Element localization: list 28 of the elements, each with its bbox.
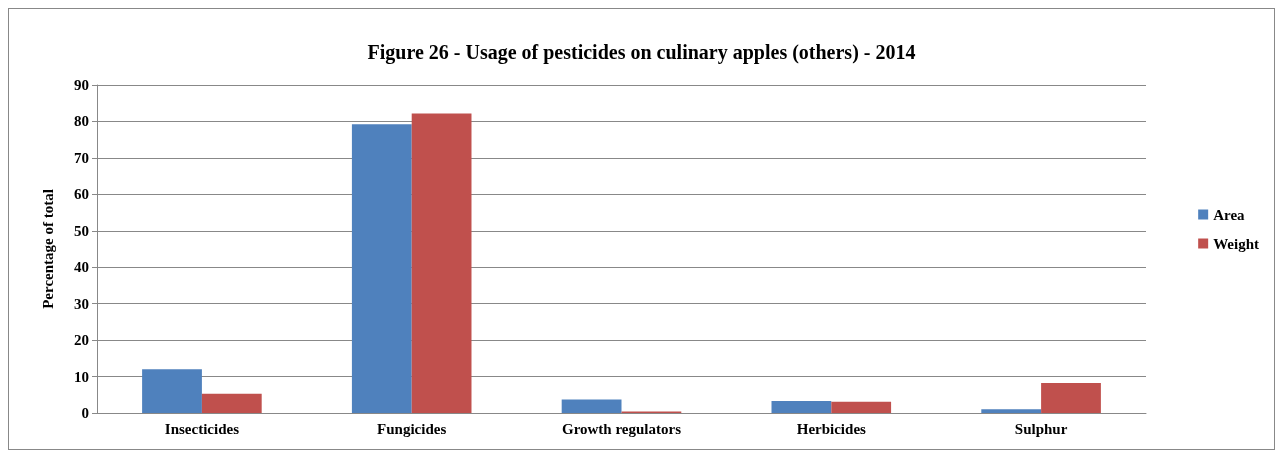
bar: [561, 399, 622, 413]
bar: [351, 124, 412, 413]
bar: [771, 400, 832, 413]
x-tick-label: Fungicides: [377, 420, 447, 437]
y-tick-label: 30: [74, 295, 89, 312]
y-tick-label: 70: [74, 149, 89, 166]
bar: [142, 369, 202, 413]
y-axis-title: Percentage of total: [39, 189, 56, 309]
y-tick-label: 60: [74, 186, 89, 203]
y-tick-label: 10: [74, 368, 89, 385]
x-tick-label: Growth regulators: [561, 420, 682, 437]
x-tick-label: Sulphur: [1014, 420, 1068, 437]
legend-label: Weight: [1213, 235, 1260, 252]
bar: [201, 393, 262, 413]
legend-label: Area: [1213, 206, 1246, 223]
y-tick-label: 80: [74, 113, 89, 130]
y-tick-label: 50: [74, 222, 89, 239]
y-tick-label: 40: [74, 259, 89, 276]
y-tick-label: 90: [74, 77, 89, 93]
y-tick-label: 0: [81, 405, 89, 421]
bar: [981, 409, 1042, 413]
chart-title: Figure 26 - Usage of pesticides on culinary apples (others) - 2014: [367, 41, 916, 64]
x-tick-label: Herbicides: [796, 420, 867, 437]
bar: [411, 113, 472, 413]
bar: [831, 401, 892, 413]
bar: [1041, 383, 1101, 413]
y-tick-label: 20: [74, 332, 89, 349]
x-tick-label: Insecticides: [164, 420, 240, 437]
